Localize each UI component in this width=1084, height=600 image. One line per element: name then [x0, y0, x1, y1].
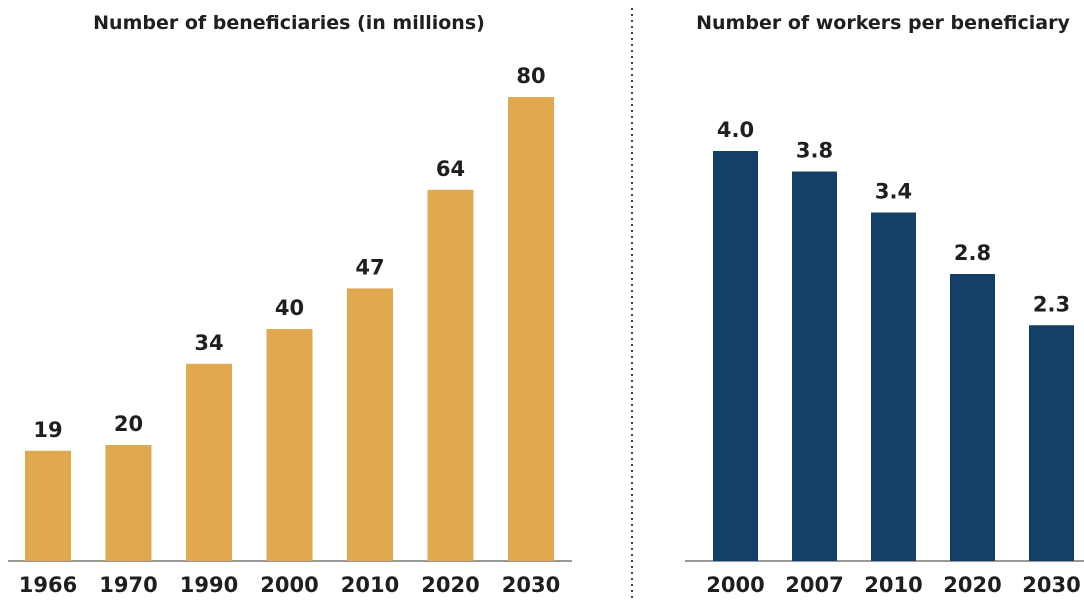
workers-chart-title: Number of workers per beneficiary [696, 12, 1070, 34]
beneficiaries-bar-2020 [427, 189, 474, 562]
beneficiaries-x-tick-1990: 1990 [180, 573, 238, 597]
beneficiaries-value-label-2010: 47 [355, 255, 384, 279]
beneficiaries-bar-1970 [105, 445, 152, 561]
beneficiaries-x-tick-2010: 2010 [341, 573, 399, 597]
workers-bar-2030 [1029, 325, 1074, 561]
workers-value-label-2030: 2.3 [1033, 292, 1070, 316]
beneficiaries-x-tick-1970: 1970 [99, 573, 157, 597]
workers-bar-2000 [713, 151, 758, 561]
workers-value-label-2000: 4.0 [717, 118, 754, 142]
workers-bar-2007 [792, 171, 837, 561]
workers-value-label-2010: 3.4 [875, 180, 912, 204]
beneficiaries-x-tick-1966: 1966 [19, 573, 77, 597]
beneficiaries-bar-1966 [25, 450, 71, 561]
workers-value-label-2020: 2.8 [954, 241, 991, 265]
workers-x-tick-2010: 2010 [864, 573, 922, 597]
beneficiaries-value-label-2030: 80 [516, 64, 545, 88]
workers-value-label-2007: 3.8 [796, 139, 833, 163]
beneficiaries-value-label-1966: 19 [33, 418, 62, 442]
workers-chart: Number of workers per beneficiary 4.0 200… [685, 12, 1084, 597]
beneficiaries-value-label-1990: 34 [194, 331, 223, 355]
workers-bar-2020 [950, 274, 995, 561]
beneficiaries-value-label-1970: 20 [114, 412, 143, 436]
beneficiaries-chart-title: Number of beneficiaries (in millions) [93, 12, 485, 34]
beneficiaries-value-label-2020: 64 [436, 157, 465, 181]
beneficiaries-bar-2030 [508, 97, 554, 561]
beneficiaries-x-tick-2030: 2030 [502, 573, 560, 597]
beneficiaries-value-label-2000: 40 [275, 296, 304, 320]
beneficiaries-x-tick-2020: 2020 [421, 573, 479, 597]
beneficiaries-bar-2000 [266, 329, 313, 561]
beneficiaries-chart: Number of beneficiaries (in millions) 19… [8, 12, 572, 597]
workers-x-tick-2007: 2007 [785, 573, 843, 597]
beneficiaries-x-tick-2000: 2000 [260, 573, 318, 597]
workers-x-tick-2020: 2020 [943, 573, 1001, 597]
beneficiaries-bar-2010 [347, 288, 393, 561]
workers-x-tick-2030: 2030 [1022, 573, 1080, 597]
workers-x-tick-2000: 2000 [706, 573, 764, 597]
beneficiaries-bar-1990 [186, 363, 232, 561]
workers-bar-2010 [871, 212, 916, 561]
